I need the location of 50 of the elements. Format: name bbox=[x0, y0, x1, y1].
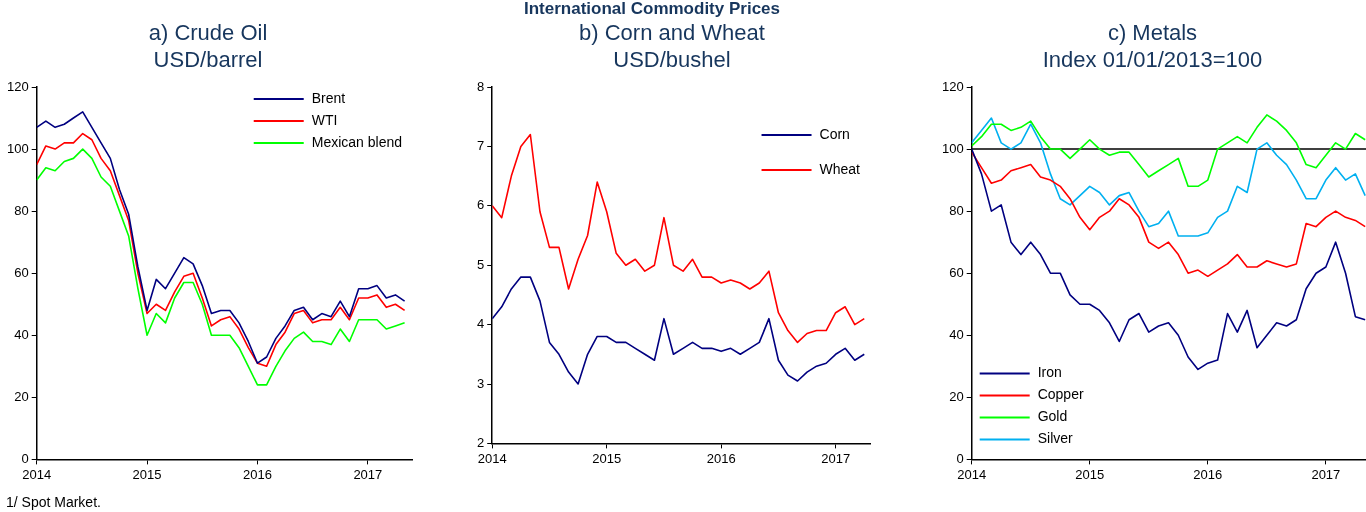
x-tick-label: 2017 bbox=[821, 450, 851, 466]
y-tick-label: 0 bbox=[21, 450, 29, 466]
legend-label: Silver bbox=[1037, 430, 1074, 447]
x-tick-label: 2015 bbox=[132, 466, 162, 482]
chart-title: b) Corn and Wheat bbox=[579, 19, 765, 45]
y-tick-label: 100 bbox=[6, 140, 29, 156]
x-tick-label: 2017 bbox=[353, 466, 383, 482]
y-tick-label: 80 bbox=[949, 202, 964, 218]
x-tick-label: 2014 bbox=[957, 466, 987, 482]
legend-label: WTI bbox=[311, 111, 338, 128]
y-tick-label: 2 bbox=[477, 434, 485, 450]
y-tick-label: 3 bbox=[477, 375, 485, 391]
legend-label: Copper bbox=[1037, 386, 1084, 403]
legend-label: Brent bbox=[311, 89, 346, 106]
y-tick-label: 4 bbox=[477, 316, 485, 332]
chart-title: c) Metals bbox=[1107, 19, 1198, 45]
x-tick-label: 2014 bbox=[477, 450, 507, 466]
chart-title: a) Crude Oil bbox=[148, 19, 268, 45]
y-tick-label: 40 bbox=[949, 326, 964, 342]
y-tick-label: 120 bbox=[941, 78, 964, 94]
y-tick-label: 80 bbox=[14, 202, 29, 218]
legend-label: Corn bbox=[819, 125, 850, 142]
x-tick-label: 2016 bbox=[706, 450, 736, 466]
y-tick-label: 120 bbox=[6, 78, 29, 94]
legend-label: Mexican blend bbox=[311, 133, 403, 150]
y-tick-label: 0 bbox=[956, 450, 964, 466]
y-tick-label: 60 bbox=[14, 264, 29, 280]
y-tick-label: 20 bbox=[949, 388, 964, 404]
y-tick-label: 6 bbox=[477, 197, 485, 213]
y-tick-label: 8 bbox=[477, 78, 485, 94]
text: International Commodity Prices bbox=[524, 0, 780, 19]
x-tick-label: 2016 bbox=[243, 466, 272, 482]
y-tick-label: 40 bbox=[14, 326, 29, 342]
legend-label: Gold bbox=[1037, 408, 1068, 425]
chart-subtitle: USD/bushel bbox=[613, 47, 731, 73]
chart-subtitle: Index 01/01/2013=100 bbox=[1042, 47, 1263, 73]
y-tick-label: 20 bbox=[14, 388, 29, 404]
x-tick-label: 2017 bbox=[1311, 466, 1341, 482]
y-tick-label: 7 bbox=[477, 137, 485, 153]
x-tick-label: 2015 bbox=[1075, 466, 1105, 482]
y-tick-label: 100 bbox=[941, 140, 964, 156]
text: 1/ Spot Market. bbox=[6, 493, 101, 510]
y-tick-label: 5 bbox=[477, 256, 485, 272]
y-tick-label: 60 bbox=[949, 264, 964, 280]
legend-label: Wheat bbox=[819, 160, 861, 177]
legend-label: Iron bbox=[1037, 364, 1062, 381]
chart-subtitle: USD/barrel bbox=[153, 47, 263, 73]
x-tick-label: 2016 bbox=[1193, 466, 1223, 482]
x-tick-label: 2014 bbox=[22, 466, 52, 482]
x-tick-label: 2015 bbox=[592, 450, 622, 466]
